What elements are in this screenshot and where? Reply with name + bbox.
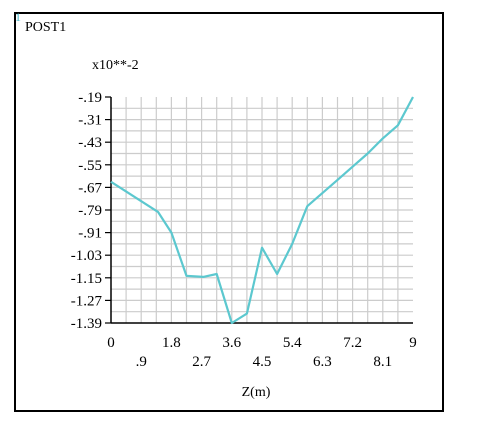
y-tick-label: -.67	[78, 180, 102, 196]
x-tick-label: 2.7	[192, 354, 211, 370]
x-tick-label: .9	[136, 354, 147, 370]
plot-window-frame	[14, 12, 444, 412]
y-tick-label: -.19	[78, 90, 102, 106]
x-axis-label: Z(m)	[242, 385, 271, 400]
x-tick-label: 8.1	[373, 354, 392, 370]
x-tick-label: 6.3	[313, 354, 332, 370]
y-tick-label: -.31	[78, 113, 102, 129]
x-tick-label: 5.4	[283, 335, 302, 351]
x-tick-label: 0	[107, 335, 115, 351]
y-scale-label: x10**-2	[92, 58, 139, 73]
window-title: POST1	[25, 20, 67, 35]
y-tick-label: -.79	[78, 203, 102, 219]
y-tick-label: -1.39	[71, 316, 102, 332]
series-layer	[110, 96, 414, 325]
window-number: 1	[15, 10, 21, 24]
grid	[111, 97, 413, 323]
y-tick-label: -1.03	[71, 248, 102, 264]
y-tick-label: -.91	[78, 226, 102, 242]
x-tick-label: 9	[409, 335, 417, 351]
series-line	[110, 96, 414, 325]
y-tick-label: -.43	[78, 135, 102, 151]
x-tick-label: 7.2	[343, 335, 362, 351]
y-axis-ticks: -.19 -.31 -.43 -.55 -.67 -.79 -.91 -1.03 -1.15 -1…	[71, 90, 111, 332]
x-axis-ticks: 0 1.8 3.6 5.4 7.2 9 .9 2.7 4.5 6.3 8.1	[107, 335, 417, 370]
y-tick-label: -1.15	[71, 271, 102, 287]
x-tick-label: 4.5	[253, 354, 272, 370]
y-tick-label: -.55	[78, 158, 102, 174]
x-tick-label: 1.8	[162, 335, 181, 351]
y-tick-label: -1.27	[71, 293, 103, 309]
x-tick-label: 3.6	[222, 335, 241, 351]
